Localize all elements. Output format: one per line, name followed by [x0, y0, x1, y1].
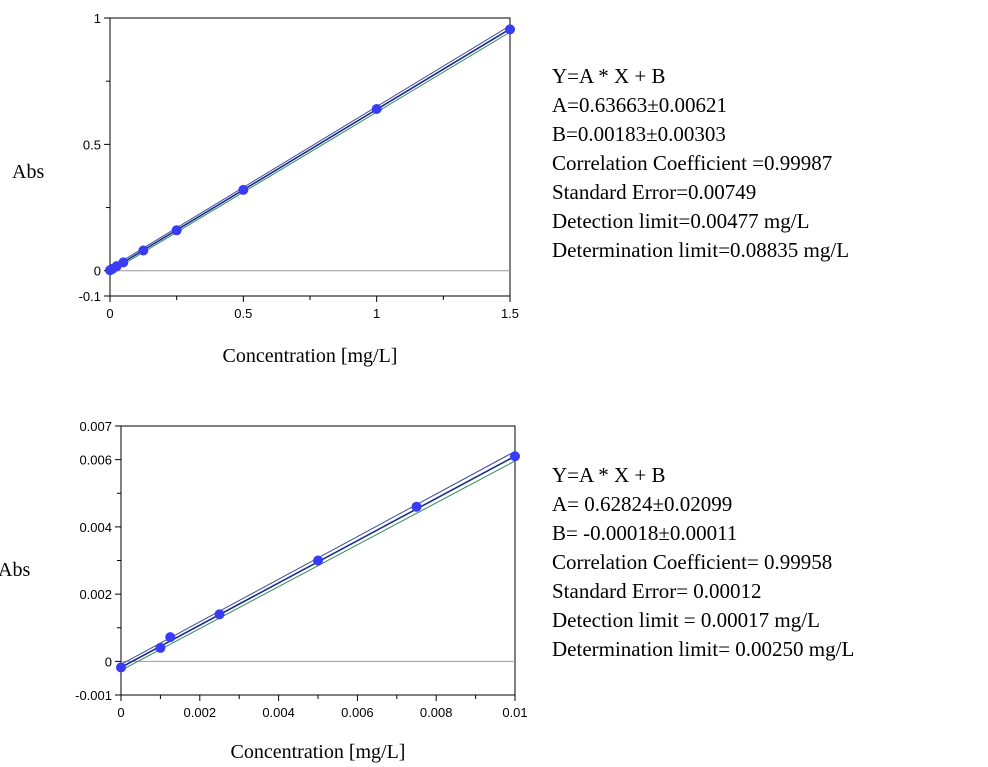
chart-2-x-axis-title: Concentration [mg/L] [231, 741, 406, 763]
chart-1-data-point [505, 24, 515, 35]
chart-2-x-tick-label: 0 [117, 705, 124, 720]
chart-2-x-tick-label: 0.002 [184, 705, 217, 720]
chart-1-x-axis-title: Concentration [mg/L] [223, 345, 398, 367]
chart-2-stat-a: A= 0.62824±0.02099 [552, 492, 733, 516]
chart-1-stat-b: B=0.00183±0.00303 [552, 122, 726, 146]
chart-2-y-tick-label: 0.006 [79, 453, 112, 468]
chart-2-confidence-lower [120, 460, 516, 671]
chart-1-stats: Y=A * X + B A=0.63663±0.00621 B=0.00183±… [552, 62, 849, 265]
chart-1-plot-frame [109, 17, 511, 297]
chart-2-stat-b: B= -0.00018±0.00011 [552, 521, 738, 545]
chart-2-stats: Y=A * X + B A= 0.62824±0.02099 B= -0.000… [552, 461, 854, 664]
chart-2-x-tick-label: 0.006 [341, 705, 374, 720]
chart-1-data-point [138, 245, 149, 256]
chart-1-y-tick-label: 1 [94, 11, 101, 26]
chart-2-y-tick-label: 0.004 [79, 520, 112, 535]
chart-1-svg: 0 0.5 1 1.5 -0.1 0 0.5 1 Concentration [mg/L] Abs [12, 11, 519, 367]
chart-2-y-tick-label: 0.002 [79, 587, 112, 602]
calibration-chart-1: 0 0.5 1 1.5 -0.1 0 0.5 1 Concentration [mg/L] Abs… [12, 11, 849, 367]
chart-2-stat-correlation: Correlation Coefficient= 0.99958 [552, 550, 833, 574]
chart-1-stat-a: A=0.63663±0.00621 [552, 93, 728, 117]
chart-2-x-tick-label: 0.01 [502, 705, 527, 720]
chart-2-data-point [116, 662, 126, 673]
chart-2-x-tick-label: 0.004 [262, 705, 295, 720]
chart-1-x-tick-label: 0.5 [234, 306, 252, 321]
chart-2-x-tick-label: 0.008 [420, 705, 453, 720]
chart-1-y-axis-title: Abs [12, 161, 44, 183]
chart-1-stat-detection-limit: Detection limit=0.00477 mg/L [552, 209, 810, 233]
chart-2-y-axis-title: Abs [0, 559, 30, 581]
chart-2-data-point [313, 555, 323, 566]
calibration-chart-2: 0 0.002 0.004 0.006 0.008 0.01 -0.001 0 0.002 0.0… [0, 390, 988, 767]
chart-1-y-tick-label: -0.1 [79, 289, 101, 304]
chart-2-y-tick-label: -0.001 [75, 688, 112, 703]
chart-1-stat-determination-limit: Determination limit=0.08835 mg/L [552, 238, 850, 262]
chart-1-stat-equation: Y=A * X + B [552, 64, 666, 88]
chart-2-stat-standard-error: Standard Error= 0.00012 [552, 579, 762, 603]
chart-1-data-point [171, 225, 182, 236]
chart-1-data-point [238, 184, 249, 195]
chart-1-confidence-lower [109, 31, 511, 273]
chart-1-data-point [371, 103, 382, 114]
chart-1-fit-line [109, 28, 511, 271]
chart-2-y-tick-label: 0 [105, 654, 112, 669]
chart-2-stat-detection-limit: Detection limit = 0.00017 mg/L [552, 608, 820, 632]
chart-1-y-tick-label: 0 [94, 264, 101, 279]
chart-1-stat-standard-error: Standard Error=0.00749 [552, 180, 757, 204]
chart-1-confidence-upper [109, 25, 511, 269]
chart-1-y-tick-label: 0.5 [83, 137, 101, 152]
chart-1-stat-correlation: Correlation Coefficient =0.99987 [552, 151, 833, 175]
chart-2-data-point [214, 609, 225, 620]
chart-2-stat-determination-limit: Determination limit= 0.00250 mg/L [552, 637, 855, 661]
chart-1-x-tick-label: 0 [106, 306, 113, 321]
chart-1-x-tick-label: 1.5 [501, 306, 519, 321]
chart-1-data-point [118, 257, 129, 268]
chart-2-stat-equation: Y=A * X + B [552, 463, 666, 487]
chart-2-data-point [411, 501, 422, 512]
chart-2-svg: 0 0.002 0.004 0.006 0.008 0.01 -0.001 0 0.002 0.0… [0, 419, 528, 763]
chart-1-x-tick-label: 1 [373, 306, 380, 321]
chart-2-data-point [155, 642, 166, 653]
chart-2-y-tick-label: 0.007 [79, 419, 112, 434]
chart-2-data-point [510, 451, 520, 462]
chart-2-data-point [165, 632, 176, 643]
